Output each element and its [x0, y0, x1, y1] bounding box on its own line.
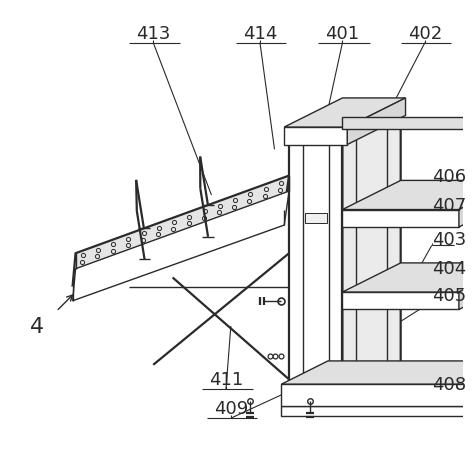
Polygon shape: [284, 128, 347, 145]
Text: 402: 402: [408, 25, 442, 43]
Polygon shape: [342, 293, 459, 310]
Polygon shape: [347, 99, 406, 145]
Polygon shape: [289, 142, 342, 414]
Polygon shape: [73, 192, 289, 301]
Polygon shape: [289, 113, 401, 142]
Polygon shape: [342, 181, 474, 210]
Text: 414: 414: [243, 25, 277, 43]
Polygon shape: [342, 113, 401, 414]
Text: 408: 408: [432, 375, 466, 394]
Polygon shape: [342, 210, 459, 228]
Polygon shape: [284, 99, 406, 128]
Text: 411: 411: [209, 370, 243, 389]
Text: 403: 403: [432, 230, 466, 248]
Polygon shape: [73, 176, 289, 286]
Polygon shape: [459, 263, 474, 310]
Polygon shape: [281, 361, 474, 384]
Text: 405: 405: [432, 286, 466, 304]
Text: 406: 406: [432, 167, 466, 185]
Polygon shape: [305, 214, 327, 223]
Text: 404: 404: [432, 259, 466, 277]
Text: 413: 413: [136, 25, 170, 43]
Polygon shape: [342, 263, 474, 293]
Polygon shape: [281, 384, 474, 406]
Text: 401: 401: [325, 25, 359, 43]
Polygon shape: [459, 181, 474, 228]
Text: 4: 4: [30, 316, 44, 336]
Polygon shape: [342, 118, 474, 130]
Polygon shape: [281, 406, 474, 416]
Text: 409: 409: [214, 399, 248, 418]
Text: 407: 407: [432, 196, 466, 214]
